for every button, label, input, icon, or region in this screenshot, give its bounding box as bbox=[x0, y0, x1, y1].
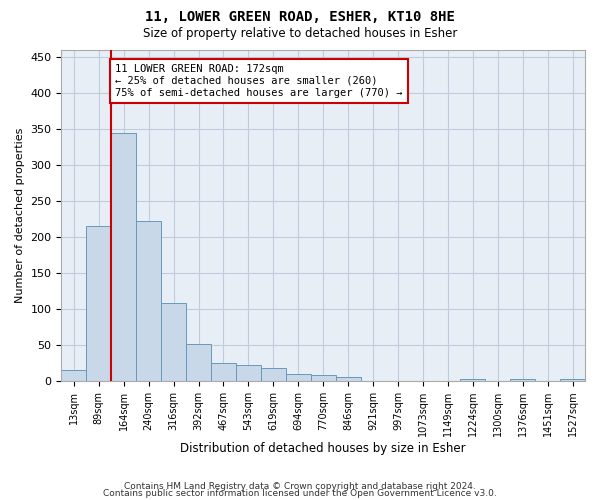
Bar bbox=[111, 133, 136, 381]
Y-axis label: Number of detached properties: Number of detached properties bbox=[15, 128, 25, 303]
Text: 11 LOWER GREEN ROAD: 172sqm
← 25% of detached houses are smaller (260)
75% of se: 11 LOWER GREEN ROAD: 172sqm ← 25% of det… bbox=[115, 64, 403, 98]
Bar bbox=[86, 226, 111, 381]
Bar bbox=[460, 379, 485, 381]
Text: 11, LOWER GREEN ROAD, ESHER, KT10 8HE: 11, LOWER GREEN ROAD, ESHER, KT10 8HE bbox=[145, 10, 455, 24]
Bar bbox=[136, 222, 161, 381]
Bar bbox=[335, 377, 361, 381]
Text: Contains public sector information licensed under the Open Government Licence v3: Contains public sector information licen… bbox=[103, 490, 497, 498]
Bar bbox=[161, 304, 186, 381]
Bar bbox=[236, 366, 261, 381]
Bar bbox=[560, 379, 585, 381]
Bar bbox=[186, 344, 211, 381]
Bar bbox=[510, 379, 535, 381]
Bar bbox=[211, 363, 236, 381]
Text: Size of property relative to detached houses in Esher: Size of property relative to detached ho… bbox=[143, 28, 457, 40]
Bar bbox=[311, 376, 335, 381]
Bar bbox=[261, 368, 286, 381]
X-axis label: Distribution of detached houses by size in Esher: Distribution of detached houses by size … bbox=[181, 442, 466, 455]
Bar bbox=[286, 374, 311, 381]
Bar bbox=[61, 370, 86, 381]
Text: Contains HM Land Registry data © Crown copyright and database right 2024.: Contains HM Land Registry data © Crown c… bbox=[124, 482, 476, 491]
